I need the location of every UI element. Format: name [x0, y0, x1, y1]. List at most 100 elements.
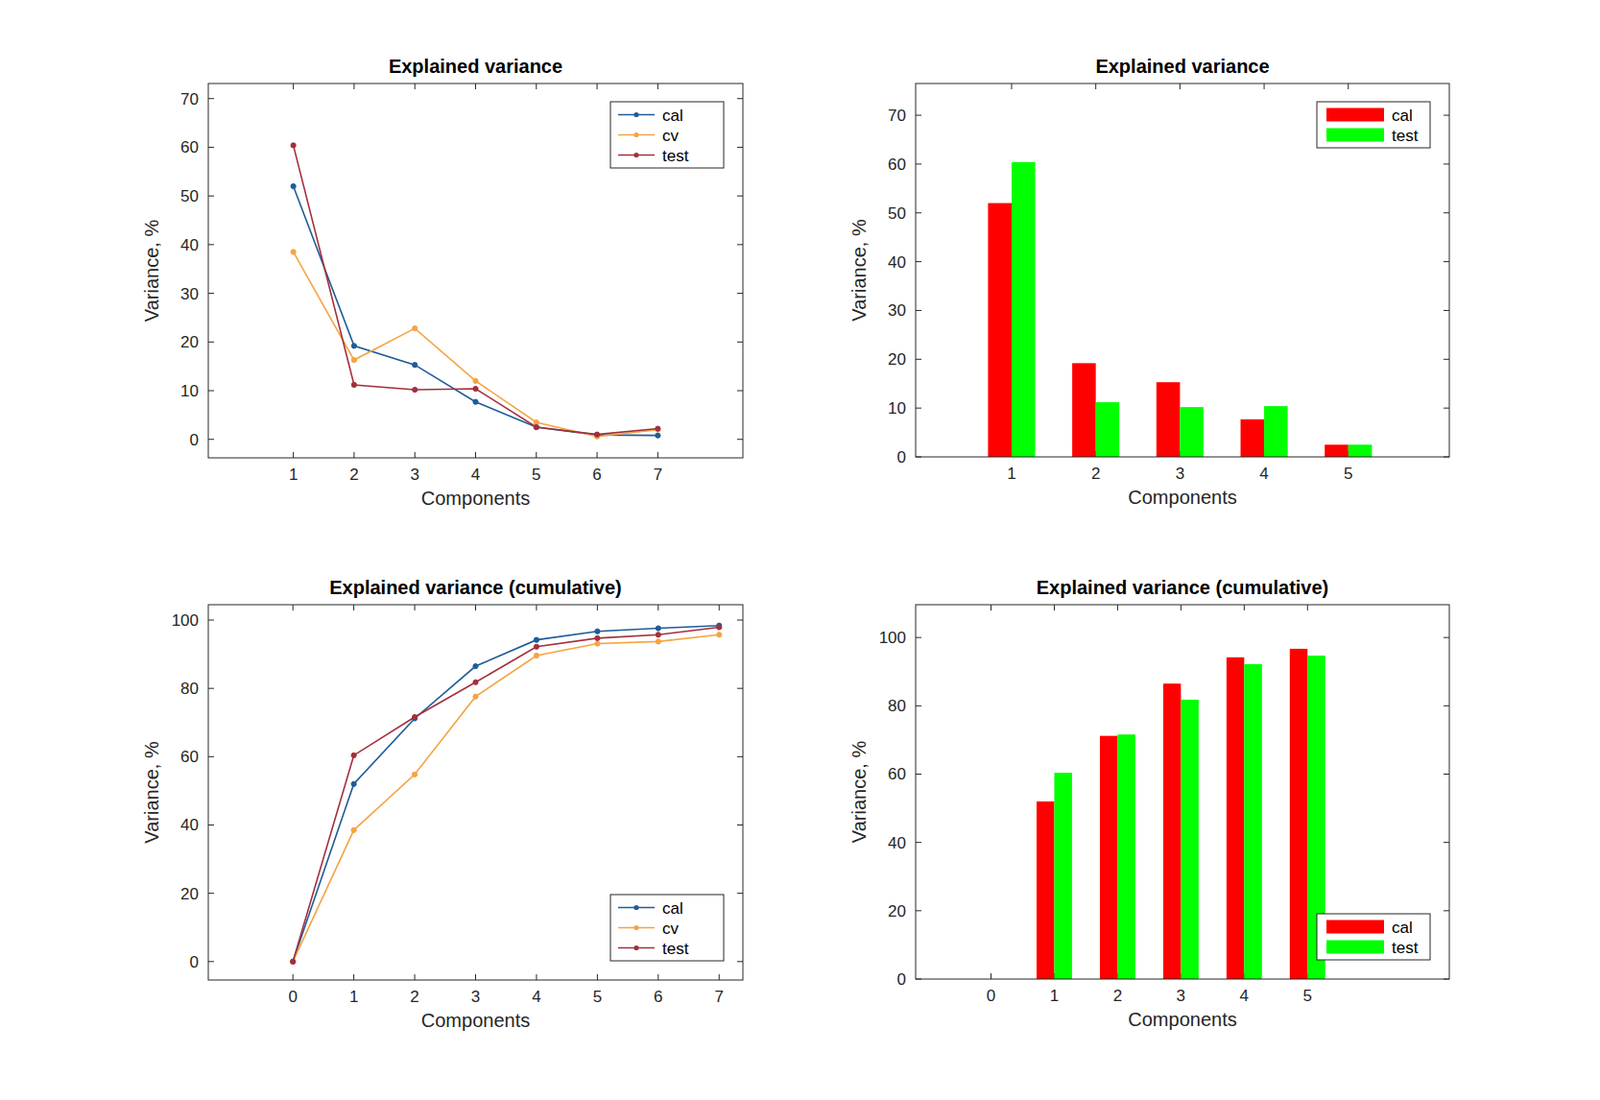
x-tick-label: 1 — [1050, 986, 1059, 1005]
y-tick-label: 0 — [897, 448, 907, 467]
marker — [290, 183, 296, 189]
y-tick — [208, 195, 215, 197]
figure: Explained variance1234567010203040506070… — [0, 0, 1600, 1100]
bar — [1179, 406, 1204, 457]
legend-label: test — [662, 146, 690, 166]
x-tick — [1179, 83, 1181, 90]
y-tick — [737, 243, 743, 245]
bar — [1163, 683, 1181, 980]
y-tick — [737, 960, 743, 962]
y-tick-label: 80 — [180, 679, 199, 698]
marker — [473, 378, 478, 383]
x-tick — [1117, 604, 1119, 611]
bar — [1156, 382, 1181, 457]
y-tick-label: 0 — [190, 953, 199, 972]
x-tick-label: 1 — [349, 987, 359, 1006]
marker — [473, 679, 478, 685]
bar — [1180, 699, 1198, 980]
y-tick — [208, 390, 215, 392]
x-tick-label: 5 — [1343, 464, 1353, 483]
marker — [716, 632, 722, 638]
legend: calcvtest — [610, 101, 724, 168]
line — [293, 186, 659, 436]
marker — [533, 424, 539, 430]
x-axis-label: Components — [421, 1009, 530, 1031]
y-tick — [737, 892, 743, 894]
y-tick — [915, 705, 922, 707]
y-tick — [737, 756, 743, 758]
x-tick-label: 1 — [1006, 464, 1016, 483]
x-axis-label: Components — [421, 487, 530, 509]
x-tick — [1264, 83, 1266, 90]
y-tick-label: 30 — [180, 285, 199, 304]
x-tick — [475, 83, 477, 90]
page: {"chart_data": [ {"type": "line", "title… — [0, 0, 1600, 1100]
y-tick — [737, 688, 743, 690]
y-tick — [915, 212, 922, 214]
plot-area — [915, 83, 1450, 457]
y-tick-label: 10 — [180, 382, 199, 401]
x-tick-label: 3 — [409, 465, 419, 484]
y-tick — [915, 773, 922, 775]
title: Explained variance — [388, 55, 563, 77]
plot-area — [915, 604, 1450, 980]
x-tick — [657, 974, 659, 980]
plot-area — [208, 83, 743, 458]
x-tick — [1243, 604, 1245, 611]
y-tick — [737, 146, 743, 148]
y-tick — [208, 824, 215, 826]
x-tick-label: 0 — [287, 987, 297, 1006]
bar — [1099, 736, 1118, 980]
y-tick — [1443, 115, 1450, 117]
x-tick — [353, 974, 355, 980]
y-tick — [737, 620, 743, 621]
marker — [412, 325, 418, 331]
chart: Explained variance12345010203040506070Co… — [848, 55, 1450, 508]
legend-swatch — [1326, 940, 1385, 955]
bar — [1117, 734, 1135, 980]
marker — [411, 771, 417, 777]
y-tick-label: 70 — [887, 106, 907, 125]
x-tick-label: 3 — [471, 987, 480, 1006]
line — [293, 251, 659, 436]
y-tick-label: 100 — [171, 611, 199, 630]
y-tick — [1443, 261, 1450, 263]
x-tick — [597, 974, 598, 980]
marker — [290, 958, 296, 964]
x-tick — [657, 604, 659, 611]
y-tick-label: 20 — [180, 884, 199, 904]
x-axis-label: Components — [1127, 486, 1237, 508]
y-tick — [1443, 407, 1450, 409]
x-tick — [353, 83, 355, 90]
axes-frame — [208, 83, 743, 458]
title: Explained variance (cumulative) — [329, 576, 622, 598]
bar — [987, 203, 1012, 457]
axes-frame — [208, 604, 743, 980]
legend-swatch — [1326, 108, 1385, 122]
x-tick — [1347, 83, 1349, 90]
legend-label: cal — [1391, 918, 1413, 937]
legend-marker — [633, 945, 639, 951]
marks — [1036, 648, 1326, 980]
x-tick-label: 5 — [1303, 986, 1313, 1005]
y-tick — [915, 358, 922, 360]
y-tick — [208, 756, 215, 758]
bar — [1036, 801, 1054, 980]
x-tick-label: 4 — [531, 987, 541, 1006]
bar — [1324, 444, 1349, 457]
x-tick — [718, 604, 720, 611]
y-tick-label: 40 — [180, 236, 199, 255]
y-tick — [1443, 163, 1450, 165]
y-tick — [208, 960, 215, 962]
y-tick — [208, 892, 215, 894]
y-tick — [1443, 705, 1450, 707]
y-tick — [915, 841, 922, 843]
chart: Explained variance (cumulative)012345670… — [141, 576, 743, 1031]
marks — [987, 162, 1372, 457]
legend-box — [1316, 101, 1431, 148]
x-tick-label: 2 — [409, 987, 419, 1006]
y-tick-label: 20 — [887, 350, 907, 369]
title: Explained variance (cumulative) — [1036, 576, 1330, 598]
bar — [1011, 162, 1036, 457]
legend-label: test — [662, 939, 690, 958]
